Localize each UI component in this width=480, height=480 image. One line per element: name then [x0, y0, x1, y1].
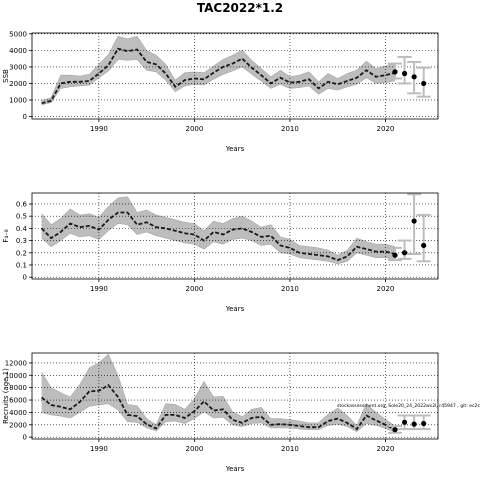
y-tick-label: 0.4: [16, 225, 28, 233]
y-tick-label: 3000: [9, 63, 27, 71]
panel-fishing-mortality: 1990 2000 2010 2020 0 0.1 0.2 0.3 0.4 0.5 0.6 Years…: [2, 192, 439, 313]
y-tick-label: 0: [23, 434, 27, 442]
y-tick-label: 0.3: [16, 237, 27, 245]
projection-point: [401, 419, 408, 425]
axes-frame: [31, 32, 439, 120]
x-axis-label: Years: [225, 465, 245, 473]
figure-title: TAC2022*1.2: [196, 1, 284, 15]
estimate-line: [41, 384, 396, 431]
x-tick-label: 2000: [185, 445, 203, 453]
x-tick-label: 1990: [90, 285, 108, 293]
y-tick-label: 6000: [9, 397, 27, 405]
upper-bound-line: [41, 35, 396, 102]
projection-point: [411, 421, 417, 427]
y-tick-label: 2000: [9, 80, 27, 88]
projection-point: [392, 69, 398, 75]
lower-bound-line: [41, 223, 396, 265]
x-tick-label: 2010: [281, 125, 299, 133]
y-axis-label: Recruits (age 1): [2, 368, 10, 424]
x-tick-label: 2020: [377, 445, 395, 453]
projection-point: [392, 252, 398, 258]
y-tick-label: 0.2: [16, 249, 27, 257]
y-tick-label: 4000: [9, 47, 27, 55]
x-axis-label: Years: [225, 145, 245, 153]
axes-frame: [31, 352, 439, 440]
projection-point: [421, 80, 427, 87]
x-tick-label: 2000: [185, 285, 203, 293]
x-tick-label: 1990: [90, 445, 108, 453]
panel-ssb: 1990 2000 2010 2020 0 1000 2000 3000 4000 5000 Yea…: [2, 30, 439, 153]
estimate-line: [41, 47, 396, 105]
y-tick-label: 1000: [9, 96, 27, 104]
projection-point: [411, 218, 417, 224]
y-axis-label: F₄₋₈: [2, 229, 10, 243]
axes-frame: [31, 192, 439, 280]
lower-bound-line: [41, 59, 396, 106]
x-tick-label: 2010: [281, 445, 299, 453]
y-tick-label: 0: [23, 113, 27, 121]
projection-point: [421, 420, 427, 427]
upper-bound-line: [41, 196, 396, 256]
x-tick-label: 1990: [90, 125, 108, 133]
y-tick-label: 0: [23, 274, 27, 282]
confidence-band: [41, 196, 395, 264]
y-tick-label: 5000: [9, 30, 27, 38]
projection-point: [421, 242, 427, 249]
y-tick-label: 10000: [5, 372, 27, 380]
lower-bound-line: [41, 403, 396, 433]
x-tick-label: 2020: [377, 125, 395, 133]
projection-point: [411, 74, 417, 80]
confidence-band: [41, 354, 395, 433]
y-tick-label: 0.1: [16, 261, 27, 269]
y-tick-label: 4000: [9, 409, 27, 417]
y-tick-label: 0.6: [16, 200, 28, 208]
projection-point: [392, 427, 398, 433]
x-tick-label: 2000: [185, 125, 203, 133]
panel-recruits: 1990 2000 2010 2020 0 2000 4000 6000 8000 10000 12…: [2, 352, 480, 473]
y-axis-label: SSB: [2, 69, 10, 83]
x-axis-label: Years: [225, 305, 245, 313]
y-tick-label: 12000: [5, 359, 27, 367]
y-tick-label: 0.5: [16, 213, 27, 221]
estimate-line: [40, 211, 396, 262]
projection-point: [401, 70, 408, 77]
x-tick-label: 2010: [281, 285, 299, 293]
x-tick-label: 2020: [377, 285, 395, 293]
projection-point: [401, 250, 408, 256]
provenance-annotation: stockassessment.org, Sole20_24_2022ws2l,…: [337, 403, 480, 409]
upper-bound-line: [41, 353, 396, 427]
y-tick-label: 2000: [9, 421, 27, 429]
y-tick-label: 8000: [9, 384, 27, 392]
